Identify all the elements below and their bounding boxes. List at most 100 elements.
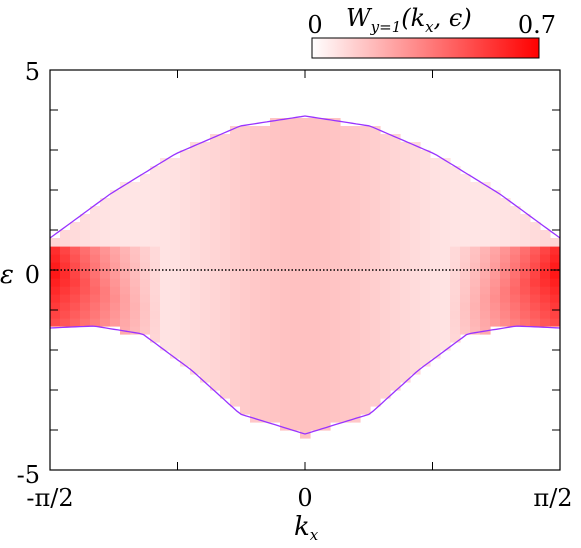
heatmap-cell	[300, 126, 311, 135]
heatmap-cell	[490, 278, 501, 287]
heatmap-cell	[470, 190, 481, 199]
heatmap-cell	[500, 254, 511, 263]
heatmap-cell	[380, 262, 391, 271]
heatmap-cell	[260, 390, 271, 399]
heatmap-cell	[450, 222, 461, 231]
heatmap-cell	[230, 294, 241, 303]
heatmap-cell	[160, 222, 171, 231]
heatmap-cell	[170, 246, 181, 255]
heatmap-cell	[290, 230, 301, 239]
heatmap-cell	[250, 358, 261, 367]
heatmap-cell	[120, 190, 131, 199]
heatmap-cell	[450, 166, 461, 175]
heatmap-cell	[390, 286, 401, 295]
heatmap-cell	[340, 294, 351, 303]
heatmap-cell	[250, 214, 261, 223]
heatmap-cell	[340, 390, 351, 399]
heatmap-cell	[290, 318, 301, 327]
heatmap-cell	[260, 134, 271, 143]
heatmap-cell	[300, 302, 311, 311]
heatmap-cell	[240, 406, 251, 415]
heatmap-cell	[450, 206, 461, 215]
heatmap-cell	[270, 246, 281, 255]
heatmap-cell	[160, 318, 171, 327]
heatmap-cell	[210, 278, 221, 287]
heatmap-cell	[380, 246, 391, 255]
heatmap-cell	[70, 286, 81, 295]
heatmap-cell	[380, 190, 391, 199]
heatmap-cell	[160, 214, 171, 223]
heatmap-cell	[400, 238, 411, 247]
heatmap-cell	[260, 398, 271, 407]
heatmap-cell	[190, 350, 201, 359]
heatmap-cell	[450, 230, 461, 239]
heatmap-cell	[530, 238, 541, 247]
heatmap-cell	[500, 270, 511, 279]
heatmap-cell	[420, 318, 431, 327]
heatmap-cell	[340, 134, 351, 143]
heatmap-cell	[380, 134, 391, 143]
heatmap-cell	[370, 382, 381, 391]
heatmap-cell	[250, 310, 261, 319]
heatmap-cell	[350, 190, 361, 199]
heatmap-cell	[370, 286, 381, 295]
colorbar-title-args: (k	[401, 4, 425, 32]
heatmap-cell	[320, 198, 331, 207]
heatmap-cell	[180, 350, 191, 359]
heatmap-cell	[340, 318, 351, 327]
heatmap-cell	[400, 150, 411, 159]
heatmap-cell	[270, 286, 281, 295]
heatmap-cell	[470, 286, 481, 295]
heatmap-cell	[430, 158, 441, 167]
heatmap-cell	[140, 190, 151, 199]
heatmap-cell	[120, 238, 131, 247]
heatmap-cell	[200, 166, 211, 175]
heatmap-cell	[520, 254, 531, 263]
heatmap-cell	[250, 406, 261, 415]
heatmap-cell	[200, 310, 211, 319]
heatmap-cell	[260, 126, 271, 135]
heatmap-cell	[430, 310, 441, 319]
heatmap-cell	[550, 286, 560, 295]
heatmap-cell	[80, 246, 91, 255]
heatmap-cell	[270, 142, 281, 151]
heatmap-cell	[280, 190, 291, 199]
heatmap-cell	[360, 158, 371, 167]
heatmap-cell	[330, 158, 341, 167]
heatmap-cell	[390, 230, 401, 239]
heatmap-cell	[280, 134, 291, 143]
heatmap-cell	[130, 198, 141, 207]
heatmap-cell	[320, 374, 331, 383]
heatmap-cell	[90, 310, 101, 319]
heatmap-cell	[290, 238, 301, 247]
heatmap-cell	[550, 254, 560, 263]
heatmap-cell	[190, 150, 201, 159]
heatmap-cell	[260, 310, 271, 319]
heatmap-cell	[180, 334, 191, 343]
heatmap-cell	[370, 134, 381, 143]
heatmap-cell	[210, 182, 221, 191]
heatmap-cell	[330, 310, 341, 319]
heatmap-cell	[410, 302, 421, 311]
heatmap-cell	[360, 294, 371, 303]
heatmap-cell	[270, 310, 281, 319]
heatmap-cell	[430, 294, 441, 303]
heatmap-cell	[480, 270, 491, 279]
heatmap-cell	[160, 190, 171, 199]
heatmap-cell	[120, 198, 131, 207]
heatmap-cell	[390, 182, 401, 191]
heatmap-cell	[450, 198, 461, 207]
heatmap-cell	[140, 278, 151, 287]
heatmap-cell	[370, 326, 381, 335]
heatmap-cell	[180, 326, 191, 335]
heatmap-cell	[220, 302, 231, 311]
heatmap-cell	[290, 326, 301, 335]
heatmap-cell	[330, 238, 341, 247]
heatmap-cell	[480, 310, 491, 319]
heatmap-cell	[400, 366, 411, 375]
heatmap-cell	[240, 382, 251, 391]
heatmap-cell	[330, 118, 341, 127]
heatmap-cell	[200, 262, 211, 271]
heatmap-cell	[430, 334, 441, 343]
heatmap-cell	[390, 190, 401, 199]
